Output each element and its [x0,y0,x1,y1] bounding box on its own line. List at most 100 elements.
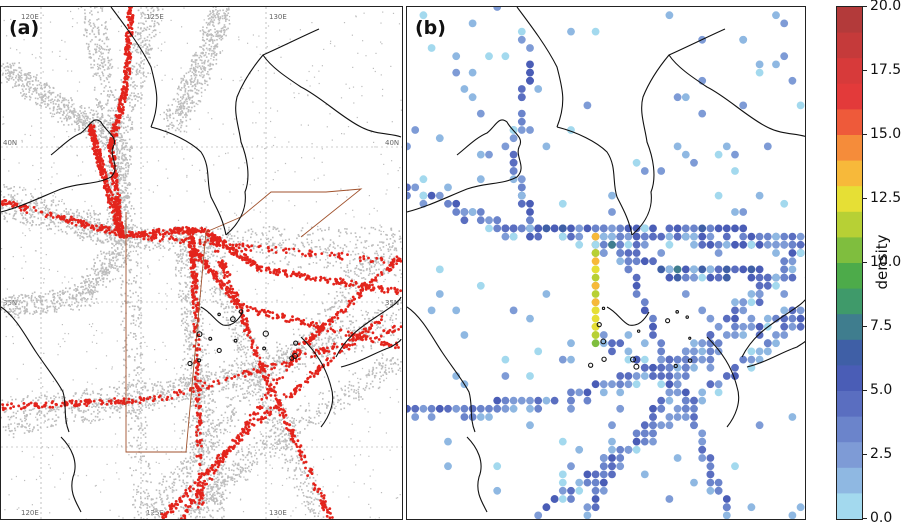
ais-point [121,197,123,199]
ais-point [254,245,256,247]
ais-point [141,315,143,317]
ais-point [214,481,216,483]
ais-point [240,364,242,366]
ais-point [118,407,120,409]
ais-point [148,50,150,52]
ais-point [71,412,73,414]
ais-point [273,400,275,402]
ais-point [109,120,111,122]
ais-point [239,349,241,351]
ais-point [185,286,187,288]
ais-point [229,365,231,367]
ais-point [219,493,221,495]
ais-point [137,243,139,245]
ais-point [166,481,168,483]
ais-point [3,426,5,428]
ais-point [128,404,130,406]
ais-point [40,426,42,428]
ais-point [95,50,97,52]
ais-point [267,243,269,245]
ais-point [148,463,150,465]
ais-point [255,360,257,362]
ais-point [277,421,279,423]
ais-point [137,380,139,382]
ais-point [386,314,388,316]
ais-point [338,229,340,231]
ais-point [17,426,19,428]
ais-point [90,394,92,396]
ais-point [123,347,125,349]
ais-point [106,49,108,51]
ais-point [128,283,130,285]
ais-point [137,254,139,256]
ais-point [142,389,144,391]
ais-point [385,305,387,307]
ais-point [239,254,241,256]
ais-point [165,487,167,489]
ais-point [291,446,293,448]
ais-point [179,290,181,292]
ais-point [183,398,185,400]
ais-point [311,247,313,249]
ais-point [173,385,175,387]
ais-point [37,412,39,414]
ais-point [75,221,77,223]
ais-point [114,96,116,98]
grid-label-bottom: 120E [21,509,39,517]
ais-point [41,411,43,413]
ais-point [80,397,82,399]
ais-point [365,241,367,243]
ais-point [141,229,143,231]
ais-point [134,213,136,215]
ais-point [227,420,229,422]
ais-point [276,342,278,344]
ais-point [236,363,238,365]
ais-point [55,226,57,228]
ais-point [49,409,51,411]
ais-point [366,256,368,258]
ais-point [350,233,352,235]
ais-point [102,63,104,65]
ais-point [130,445,132,447]
ais-point [104,58,106,60]
ais-point [376,269,378,271]
ais-point [142,68,144,70]
ais-point [287,461,289,463]
ais-point [45,210,47,212]
ais-point [140,53,142,55]
ais-point [324,267,326,269]
ais-point [138,429,140,431]
ais-point [192,394,194,396]
ais-point [302,243,304,245]
ais-point [93,212,95,214]
ais-point [333,241,335,243]
ais-point [57,393,59,395]
ais-point [369,273,371,275]
ais-point [340,287,342,289]
ais-point [326,267,328,269]
ais-point [328,341,330,343]
ais-point [120,166,122,168]
ais-point [164,394,166,396]
ais-point [178,296,180,298]
ais-point [372,244,374,246]
ais-point [180,381,182,383]
ais-point [149,28,151,30]
ais-point [208,510,210,512]
ais-point [260,239,262,241]
ais-point [187,311,189,313]
ais-point [27,395,29,397]
ais-point [90,215,92,217]
ais-point [232,307,234,309]
ais-point [79,235,81,237]
ais-point [122,116,124,118]
ais-point [213,479,215,481]
ais-point [334,338,336,340]
ais-point [178,294,180,296]
ais-point [118,171,120,173]
ais-point [345,275,347,277]
ais-point [102,7,104,8]
ais-point [138,300,140,302]
ais-point [125,170,127,172]
ais-point [136,227,138,229]
